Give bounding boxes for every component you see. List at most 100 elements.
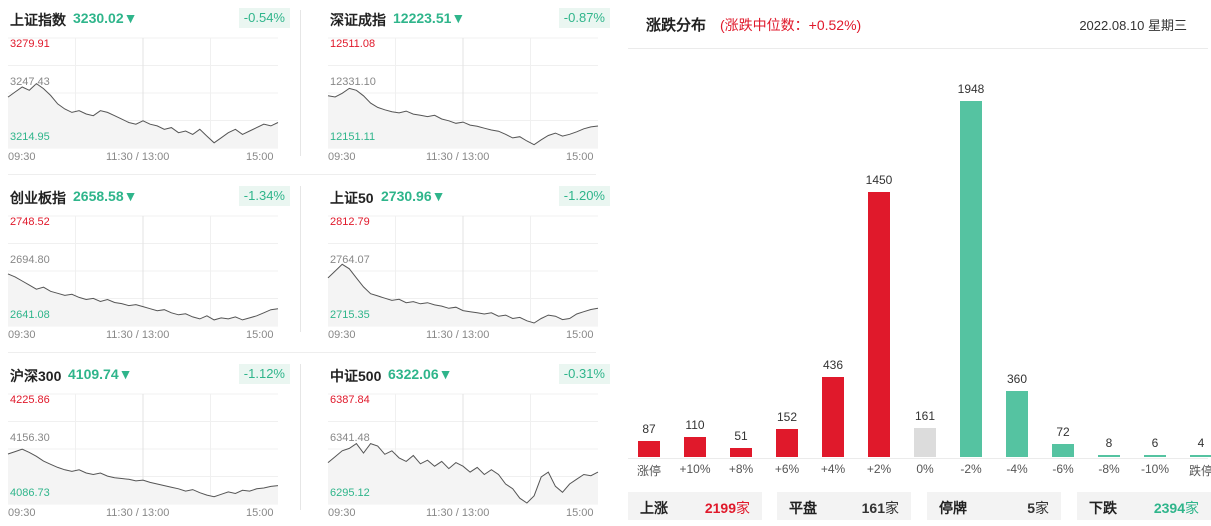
bar-category-label: 跌停 xyxy=(1188,464,1211,478)
distribution-bar[interactable] xyxy=(1190,455,1211,457)
stat-label: 下跌 xyxy=(1089,500,1117,516)
distribution-bar[interactable] xyxy=(1052,443,1074,457)
stat-box: 下跌 2394家 xyxy=(1077,492,1211,520)
mid-label: 3247.43 xyxy=(10,76,50,88)
distribution-bar[interactable] xyxy=(730,447,752,457)
high-label: 2748.52 xyxy=(10,216,50,228)
stat-unit: 家 xyxy=(736,500,750,516)
stat-number: 2199 xyxy=(704,500,736,516)
mid-label: 2764.07 xyxy=(330,254,370,266)
distribution-bar[interactable] xyxy=(1006,391,1028,457)
bar-value-label: 110 xyxy=(685,417,705,432)
bar-category-label: -2% xyxy=(960,462,982,476)
time-label: 09:30 xyxy=(8,151,36,163)
index-value: 4109.74▼ xyxy=(68,366,133,382)
time-label: 11:30 / 13:00 xyxy=(106,507,170,519)
distribution-bar[interactable] xyxy=(822,377,844,457)
divider xyxy=(300,364,301,510)
intraday-chart xyxy=(7,215,279,327)
price-area xyxy=(328,443,598,504)
price-area xyxy=(328,88,598,148)
high-label: 6387.84 xyxy=(330,394,370,406)
distribution-bar[interactable] xyxy=(868,192,890,457)
low-label: 6295.12 xyxy=(330,487,370,499)
price-line xyxy=(327,442,599,504)
high-label: 4225.86 xyxy=(10,394,50,406)
intraday-chart xyxy=(7,37,279,149)
bar-category-label: -8% xyxy=(1098,462,1120,476)
index-name: 深证成指 xyxy=(330,12,386,28)
stat-count: 2199家 xyxy=(705,498,750,518)
index-name: 沪深300 xyxy=(10,368,62,384)
time-label: 15:00 xyxy=(566,507,594,519)
index-change-badge: -1.20% xyxy=(558,186,610,206)
high-label: 12511.08 xyxy=(330,38,376,50)
trade-date: 2022.08.10 星期三 xyxy=(1079,18,1187,33)
stat-box: 平盘 161家 xyxy=(777,492,911,520)
high-label: 3279.91 xyxy=(10,38,50,50)
mid-label: 6341.48 xyxy=(330,432,370,444)
bar-category-label: +8% xyxy=(728,462,754,476)
index-change-badge: -0.31% xyxy=(558,364,610,384)
time-label: 09:30 xyxy=(328,507,356,519)
bar-category-label: 涨停 xyxy=(636,464,661,478)
time-label: 15:00 xyxy=(246,507,274,519)
price-line xyxy=(327,87,599,146)
bar-value-label: 436 xyxy=(822,358,844,373)
distribution-bar[interactable] xyxy=(960,101,982,457)
stat-number: 2394 xyxy=(1153,500,1185,516)
stat-label: 上涨 xyxy=(640,500,668,516)
index-name: 上证指数 xyxy=(10,12,66,28)
mid-label: 12331.10 xyxy=(330,76,376,88)
distribution-bar[interactable] xyxy=(776,429,798,457)
time-label: 09:30 xyxy=(328,329,356,341)
index-value: 3230.02▼ xyxy=(73,10,138,26)
index-change-badge: -1.34% xyxy=(238,186,290,206)
intraday-chart xyxy=(327,393,599,505)
divider xyxy=(628,48,1208,49)
distribution-bar[interactable] xyxy=(914,427,936,457)
bar-value-label: 51 xyxy=(734,428,748,443)
stat-unit: 家 xyxy=(1035,500,1049,516)
time-label: 09:30 xyxy=(8,507,36,519)
stat-box: 停牌 5家 xyxy=(927,492,1061,520)
bar-category-label: 0% xyxy=(916,462,934,476)
index-value: 6322.06▼ xyxy=(388,366,453,382)
intraday-chart xyxy=(327,37,599,149)
bar-value-label: 72 xyxy=(1056,424,1070,439)
bar-category-label: +4% xyxy=(820,462,846,476)
time-label: 09:30 xyxy=(328,151,356,163)
low-label: 4086.73 xyxy=(10,487,50,499)
index-card[interactable]: 创业板指 2658.58▼ -1.34% 2748.52 2694.80 2641.08 0… xyxy=(0,178,292,346)
time-label: 09:30 xyxy=(8,329,36,341)
distribution-bar[interactable] xyxy=(1144,455,1166,457)
distribution-bar[interactable] xyxy=(684,436,706,457)
index-change-badge: -1.12% xyxy=(238,364,290,384)
index-name: 上证50 xyxy=(330,190,374,206)
price-area xyxy=(328,264,598,326)
time-label: 15:00 xyxy=(566,151,594,163)
index-card[interactable]: 上证50 2730.96▼ -1.20% 2812.79 2764.07 2715.35 0… xyxy=(320,178,612,346)
stat-number: 161 xyxy=(861,500,885,516)
stat-number: 5 xyxy=(1027,500,1035,516)
bar-category-label: -10% xyxy=(1140,462,1169,476)
bar-category-label: +2% xyxy=(866,462,892,476)
distribution-bar[interactable] xyxy=(1098,455,1120,457)
low-label: 3214.95 xyxy=(10,131,50,143)
bar-value-label: 161 xyxy=(914,408,936,423)
time-label: 11:30 / 13:00 xyxy=(426,507,490,519)
index-card[interactable]: 沪深300 4109.74▼ -1.12% 4225.86 4156.30 4086.73… xyxy=(0,356,292,524)
index-card[interactable]: 上证指数 3230.02▼ -0.54% 3279.91 3247.43 3214.95 0… xyxy=(0,0,292,168)
index-card[interactable]: 深证成指 12223.51▼ -0.87% 12511.08 12331.10 12151… xyxy=(320,0,612,168)
divider xyxy=(300,186,301,332)
index-card[interactable]: 中证500 6322.06▼ -0.31% 6387.84 6341.48 6295.12… xyxy=(320,356,612,524)
bar-category-label: +10% xyxy=(679,462,711,476)
bar-value-label: 8 xyxy=(1105,436,1113,450)
time-label: 11:30 / 13:00 xyxy=(426,151,490,163)
chart-baseline xyxy=(628,458,1208,459)
bar-value-label: 1450 xyxy=(865,173,893,187)
index-name: 中证500 xyxy=(330,368,382,384)
distribution-bar[interactable] xyxy=(638,441,660,457)
index-name: 创业板指 xyxy=(10,190,66,206)
time-label: 15:00 xyxy=(246,329,274,341)
